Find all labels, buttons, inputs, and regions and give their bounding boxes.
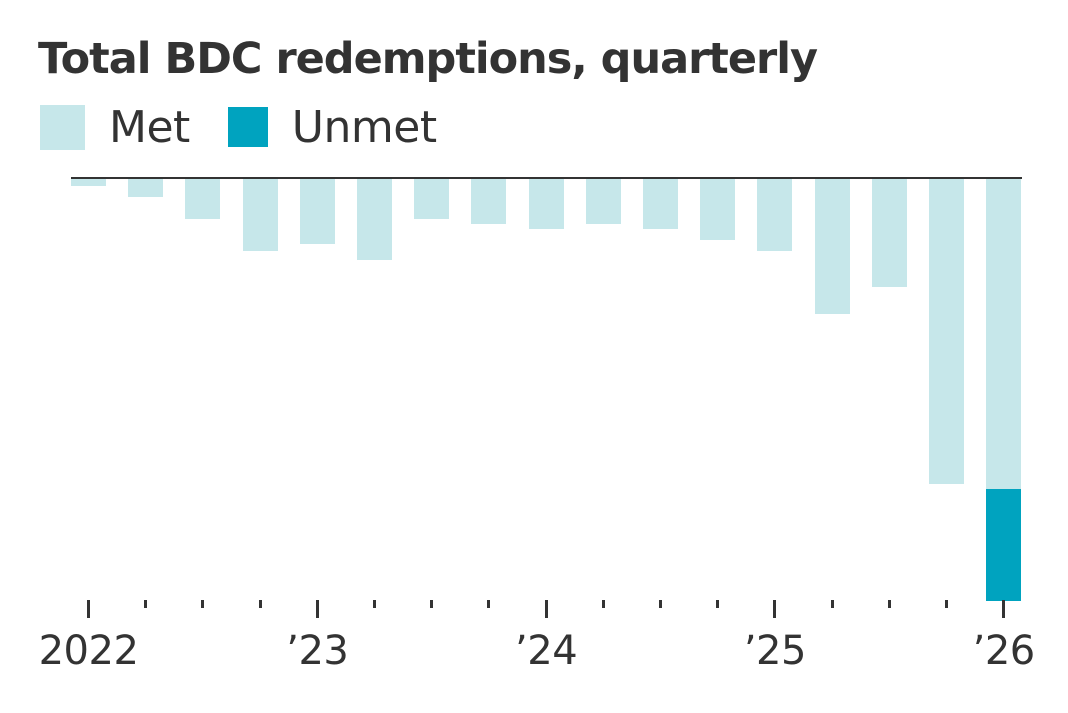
minor-tick — [373, 600, 376, 608]
major-tick — [315, 600, 319, 618]
bar-met — [814, 179, 850, 314]
major-tick — [544, 600, 548, 618]
major-tick — [1002, 600, 1006, 618]
bar-met — [757, 179, 793, 251]
x-axis-label: ’23 — [286, 628, 349, 674]
minor-tick — [716, 600, 720, 608]
minor-tick — [887, 600, 891, 608]
minor-tick — [258, 600, 262, 608]
zero-baseline — [71, 177, 1022, 179]
bar-met — [871, 179, 907, 287]
major-tick — [773, 600, 777, 618]
legend-swatch-met — [40, 104, 85, 150]
minor-tick — [601, 600, 605, 608]
bar-met — [700, 179, 736, 240]
minor-tick — [144, 600, 148, 608]
minor-tick — [201, 600, 205, 608]
legend-swatch-unmet — [227, 107, 268, 147]
bar-met — [528, 179, 564, 229]
bar-met — [585, 179, 621, 224]
bar-met — [414, 179, 450, 219]
bar-met — [643, 179, 678, 229]
legend-label-met: Met — [109, 101, 190, 153]
bar-met — [357, 179, 392, 260]
minor-tick — [487, 600, 491, 608]
legend: Met Unmet — [40, 101, 475, 153]
minor-tick — [945, 600, 948, 608]
minor-tick — [430, 600, 434, 608]
bar-met — [128, 179, 164, 197]
x-axis-label: ’26 — [972, 628, 1036, 674]
legend-item-unmet: Unmet — [227, 101, 437, 153]
bar-unmet — [986, 489, 1022, 601]
minor-tick — [830, 600, 834, 608]
bar-met — [71, 179, 106, 186]
bar-met — [299, 179, 335, 244]
minor-tick — [659, 600, 662, 608]
bar-met — [986, 179, 1022, 489]
major-tick — [87, 600, 90, 618]
bar-met — [242, 179, 278, 251]
legend-item-met: Met — [40, 102, 190, 153]
x-axis-label: ’25 — [743, 628, 807, 674]
chart-title: Total BDC redemptions, quarterly — [38, 34, 818, 84]
bar-met — [471, 179, 507, 224]
bar-met — [185, 179, 221, 219]
bar-met — [929, 179, 964, 484]
legend-label-unmet: Unmet — [291, 101, 437, 153]
x-axis-label: ’24 — [515, 628, 578, 674]
x-axis-label: 2022 — [38, 628, 139, 674]
